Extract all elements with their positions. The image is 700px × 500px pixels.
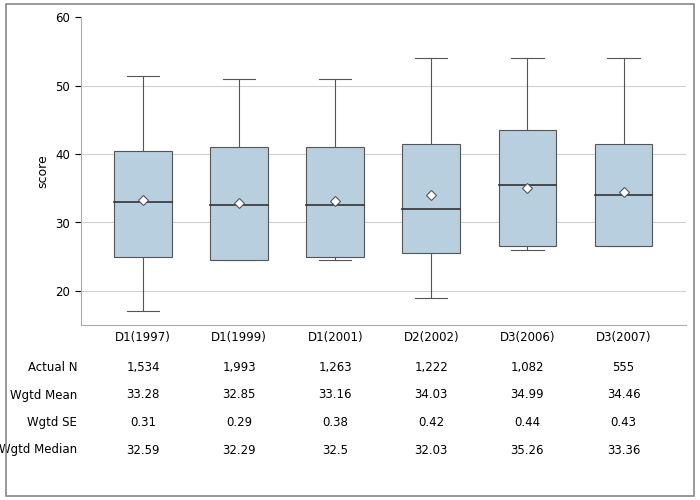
Text: 0.44: 0.44 [514,416,540,429]
Text: 0.31: 0.31 [130,416,156,429]
Text: 1,082: 1,082 [511,361,544,374]
Text: 1,993: 1,993 [223,361,256,374]
Bar [307,148,364,256]
Text: 0.43: 0.43 [610,416,636,429]
Text: 1,222: 1,222 [414,361,448,374]
Text: D3(2006): D3(2006) [500,331,555,344]
Text: 32.03: 32.03 [414,444,448,456]
Text: 1,534: 1,534 [126,361,160,374]
Bar [595,144,652,246]
Text: 34.99: 34.99 [510,388,544,402]
Bar [114,151,172,256]
Text: D1(1997): D1(1997) [115,331,171,344]
Text: 32.59: 32.59 [126,444,160,456]
Text: Wgtd Median: Wgtd Median [0,444,77,456]
Text: 0.42: 0.42 [418,416,444,429]
Bar [402,144,460,253]
Text: 32.5: 32.5 [322,444,348,456]
Y-axis label: score: score [36,154,50,188]
Text: 0.29: 0.29 [226,416,252,429]
Text: D3(2007): D3(2007) [596,331,651,344]
Text: 32.29: 32.29 [223,444,256,456]
Text: 33.16: 33.16 [318,388,352,402]
Bar [210,148,268,260]
Bar [498,130,556,246]
Text: 1,263: 1,263 [318,361,352,374]
Text: D1(2001): D1(2001) [307,331,363,344]
Text: Wgtd Mean: Wgtd Mean [10,388,77,402]
Text: 34.03: 34.03 [414,388,448,402]
Text: D2(2002): D2(2002) [403,331,459,344]
Text: 32.85: 32.85 [223,388,256,402]
Text: 35.26: 35.26 [511,444,544,456]
Text: 34.46: 34.46 [607,388,640,402]
Text: Actual N: Actual N [27,361,77,374]
Text: 555: 555 [612,361,635,374]
Text: 33.36: 33.36 [607,444,640,456]
Text: Wgtd SE: Wgtd SE [27,416,77,429]
Text: D1(1999): D1(1999) [211,331,267,344]
Text: 33.28: 33.28 [126,388,160,402]
Text: 0.38: 0.38 [322,416,348,429]
